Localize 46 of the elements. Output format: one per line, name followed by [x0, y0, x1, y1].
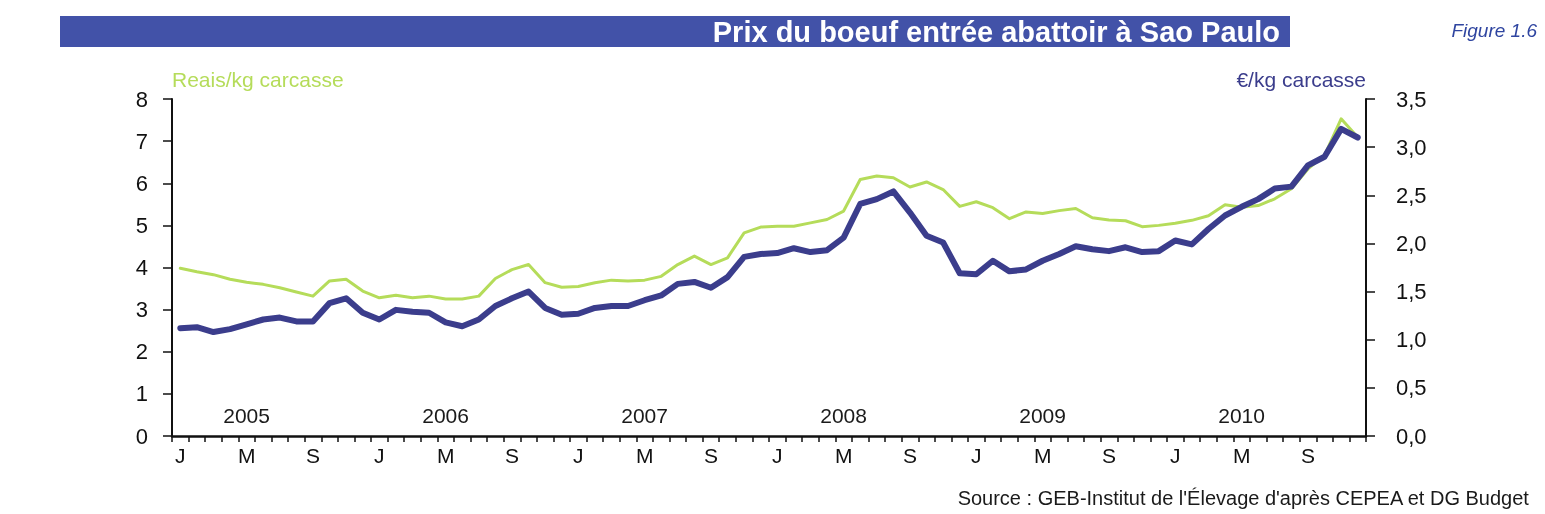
- y2-tick-label: 2,5: [1396, 182, 1427, 208]
- x-tick-label: S: [504, 444, 519, 467]
- x-tick-label: J: [374, 444, 385, 467]
- annotation: 2007: [621, 403, 668, 427]
- y-tick-label: 2: [135, 339, 148, 365]
- y2-tick-label: 2,0: [1396, 230, 1427, 256]
- y-tick-label: 4: [135, 255, 148, 280]
- x-tick-label: J: [1170, 444, 1181, 467]
- y-tick-label: 7: [135, 128, 148, 154]
- x-tick-label: S: [1300, 444, 1315, 467]
- x-tick-label: M: [635, 444, 654, 467]
- x-tick-label: S: [902, 444, 917, 467]
- x-tick-label: J: [573, 444, 584, 467]
- x-tick-label: S: [305, 444, 320, 467]
- x-tick-label: M: [834, 444, 853, 467]
- y-tick-label: 5: [135, 212, 148, 238]
- x-tick-label: S: [1101, 444, 1116, 467]
- y-tick-label: 3: [135, 297, 148, 323]
- caption: Figure 1.6: [1451, 20, 1538, 41]
- annotation: 2006: [422, 403, 469, 427]
- annotation: 2005: [223, 403, 270, 427]
- x-tick-label: M: [1232, 444, 1251, 467]
- y-axis-title: Reais/kg carcasse: [172, 68, 344, 91]
- y-tick-label: 6: [135, 170, 148, 196]
- y2-tick-label: 3,5: [1396, 86, 1427, 112]
- x-tick-label: M: [1033, 444, 1052, 467]
- y2-tick-label: 0,0: [1396, 423, 1427, 449]
- y2-tick-label: 1,5: [1396, 279, 1427, 305]
- annotation: 2009: [1019, 403, 1066, 427]
- annotation: 2010: [1218, 403, 1265, 427]
- chart-title: Prix du boeuf entrée abattoir à Sao Paulo: [712, 15, 1281, 48]
- y-tick-label: 0: [135, 423, 148, 449]
- y-tick-label: 1: [135, 381, 148, 407]
- annotation: 2008: [820, 403, 867, 427]
- y2-tick-label: 1,0: [1396, 327, 1427, 353]
- x-tick-label: M: [237, 444, 256, 467]
- x-tick-label: J: [175, 444, 186, 467]
- x-tick-label: J: [971, 444, 982, 467]
- y2-tick-label: 3,0: [1396, 134, 1427, 160]
- y2-tick-label: 0,5: [1396, 375, 1427, 401]
- x-tick-label: S: [703, 444, 718, 467]
- y2-axis-title: €/kg carcasse: [1236, 68, 1366, 91]
- x-tick-label: J: [772, 444, 783, 467]
- y-tick-label: 8: [135, 86, 148, 112]
- source-note: Source : GEB-Institut de l'Élevage d'après CEPEA et DG Budget: [957, 487, 1530, 509]
- x-tick-label: M: [436, 444, 455, 467]
